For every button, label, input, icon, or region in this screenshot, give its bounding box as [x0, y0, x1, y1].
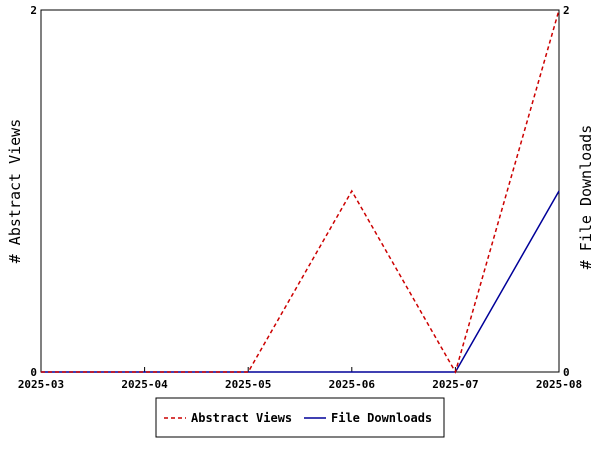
x-tick-label: 2025-06: [329, 378, 376, 391]
y-tick-label-right: 0: [563, 366, 570, 379]
y-axis-right: 02: [554, 4, 570, 379]
legend-label-abstract-views: Abstract Views: [191, 411, 292, 425]
y-tick-label-left: 2: [30, 4, 37, 17]
y-axis-right-title: # File Downloads: [577, 125, 595, 270]
x-tick-label: 2025-05: [225, 378, 271, 391]
series-line-abstract-views: [41, 9, 560, 374]
legend-box: [155, 397, 445, 438]
x-tick-label: 2025-03: [18, 378, 64, 391]
x-tick-label: 2025-08: [536, 378, 582, 391]
legend: Abstract Views File Downloads: [155, 397, 445, 438]
legend-label-file-downloads: File Downloads: [331, 411, 432, 425]
x-axis: 2025-03 2025-04 2025-05 2025-06 2025-07 2025-…: [18, 367, 582, 391]
x-tick-label: 2025-07: [432, 378, 478, 391]
y-tick-label-right: 2: [563, 4, 570, 17]
plot-area: [40, 9, 560, 373]
y-axis-left-title: # Abstract Views: [6, 119, 24, 264]
y-tick-label-left: 0: [30, 366, 37, 379]
x-tick-label: 2025-04: [121, 378, 168, 391]
series-layer: [40, 9, 560, 374]
